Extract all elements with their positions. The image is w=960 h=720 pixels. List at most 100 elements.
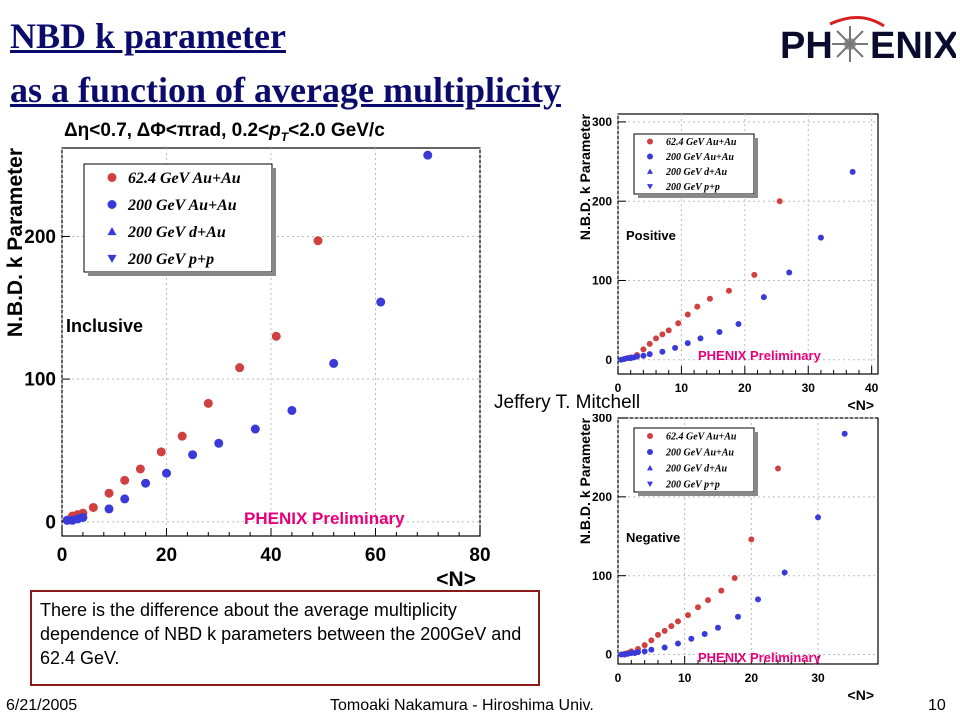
data-point	[156, 447, 166, 457]
y-axis-label: N.B.D. k Parameter	[577, 113, 593, 240]
data-point	[760, 294, 767, 301]
data-point	[635, 649, 641, 656]
data-point	[634, 353, 641, 360]
data-point	[735, 321, 742, 328]
y-tick-label: 200	[592, 194, 612, 208]
data-point	[235, 363, 245, 373]
x-tick-label: 80	[469, 545, 490, 566]
data-point	[735, 613, 741, 620]
logo-text-right: ENIX	[870, 25, 956, 67]
slide-title-line2: as a function of average multiplicity	[10, 70, 561, 110]
x-axis-label: <N>	[436, 568, 476, 590]
data-point	[162, 468, 171, 478]
data-point	[653, 335, 660, 342]
legend-shadow	[754, 138, 758, 198]
data-point	[697, 335, 704, 342]
y-tick-label: 300	[592, 414, 612, 425]
data-point	[648, 646, 655, 653]
data-point	[695, 604, 701, 611]
x-tick-label: 30	[811, 671, 825, 685]
data-point	[755, 596, 761, 603]
data-point	[640, 352, 647, 359]
legend-label: 62.4 GeV Au+Au	[666, 432, 737, 443]
legend-marker	[647, 184, 653, 190]
x-tick-label: 10	[675, 381, 689, 395]
data-point	[688, 635, 695, 642]
data-point	[675, 618, 681, 625]
legend-label: 200 GeV Au+Au	[665, 448, 734, 459]
legend-marker	[647, 168, 653, 174]
data-point	[104, 504, 114, 514]
legend-marker	[647, 465, 653, 471]
footer-page-number: 10	[928, 697, 946, 714]
data-point	[665, 327, 672, 334]
y-tick-label: 100	[592, 274, 612, 288]
x-tick-label: 0	[615, 671, 622, 685]
data-point	[141, 478, 151, 488]
legend-label: 200 GeV p+p	[127, 251, 214, 268]
data-point	[775, 465, 781, 472]
legend: 62.4 GeV Au+Au 200 GeV Au+Au 200 GeV d+Au 2…	[633, 133, 758, 198]
data-point	[135, 464, 145, 474]
logo-sun-icon	[829, 16, 885, 62]
y-tick-label: 100	[592, 569, 612, 583]
data-point	[841, 430, 848, 437]
data-point	[684, 311, 691, 318]
slide-title-line1: NBD k parameter	[10, 16, 286, 56]
legend-label: 200 GeV d+Au	[665, 464, 728, 475]
preliminary-stamp: PHENIX Preliminary	[698, 650, 822, 665]
data-point	[423, 150, 433, 160]
data-point	[705, 597, 711, 604]
data-point	[329, 358, 339, 368]
kinematic-cuts: Δη<0.7, ΔΦ<πrad, 0.2<pT<2.0 GeV/c	[64, 120, 385, 144]
y-tick-label: 0	[605, 648, 612, 662]
footer-author: Tomoaki Nakamura - Hiroshima Univ.	[330, 697, 594, 714]
legend: 62.4 GeV Au+Au 200 GeV Au+Au 200 GeV d+Au 2…	[83, 163, 276, 276]
x-tick-label: 40	[865, 381, 879, 395]
y-axis-label: N.B.D. k Parameter	[577, 417, 593, 544]
data-point	[271, 331, 281, 341]
preliminary-stamp: PHENIX Preliminary	[698, 348, 822, 363]
data-point	[641, 642, 648, 649]
x-tick-label: 10	[678, 671, 692, 685]
data-point	[646, 351, 653, 358]
data-point	[646, 340, 653, 347]
preliminary-stamp: PHENIX Preliminary	[244, 509, 405, 528]
data-point	[815, 514, 821, 521]
data-point	[706, 295, 713, 302]
data-point	[817, 234, 824, 241]
data-point	[748, 536, 755, 543]
y-tick-label: 200	[24, 227, 56, 248]
legend-marker	[107, 227, 117, 236]
data-point	[287, 405, 297, 415]
x-tick-label: 40	[260, 545, 281, 566]
legend-label: 200 GeV p+p	[665, 182, 720, 193]
data-point	[684, 340, 691, 347]
legend-marker	[647, 433, 653, 439]
legend-marker	[647, 481, 653, 487]
data-point	[694, 303, 701, 310]
legend-label: 200 GeV Au+Au	[665, 152, 734, 163]
legend-label: 200 GeV Au+Au	[127, 197, 237, 214]
data-point	[203, 398, 213, 408]
legend-shadow	[754, 432, 758, 496]
legend-marker	[647, 449, 653, 455]
data-point	[675, 640, 681, 647]
data-point	[685, 612, 691, 619]
positive-plot: 0 10 20 30 40 0 100 200 300 <N> N.B.D. k Parameter…	[577, 113, 879, 412]
legend-shadow	[272, 168, 276, 276]
data-point	[659, 331, 666, 338]
phenix-logo: PH ENIX	[780, 16, 956, 67]
data-point	[88, 502, 98, 512]
data-point	[250, 424, 260, 434]
inclusive-plot: 0 20 40 60 80 0 100 200 <N> N.B.D. k Parameter 62.…	[4, 147, 491, 590]
footer-date: 6/21/2005	[6, 697, 78, 714]
data-point	[188, 450, 198, 460]
legend-label: 200 GeV p+p	[665, 480, 720, 491]
data-point	[701, 631, 708, 638]
data-point	[725, 287, 732, 294]
legend-label: 200 GeV d+Au	[127, 224, 226, 241]
x-tick-label: 0	[615, 381, 622, 395]
legend-label: 200 GeV d+Au	[665, 167, 728, 178]
